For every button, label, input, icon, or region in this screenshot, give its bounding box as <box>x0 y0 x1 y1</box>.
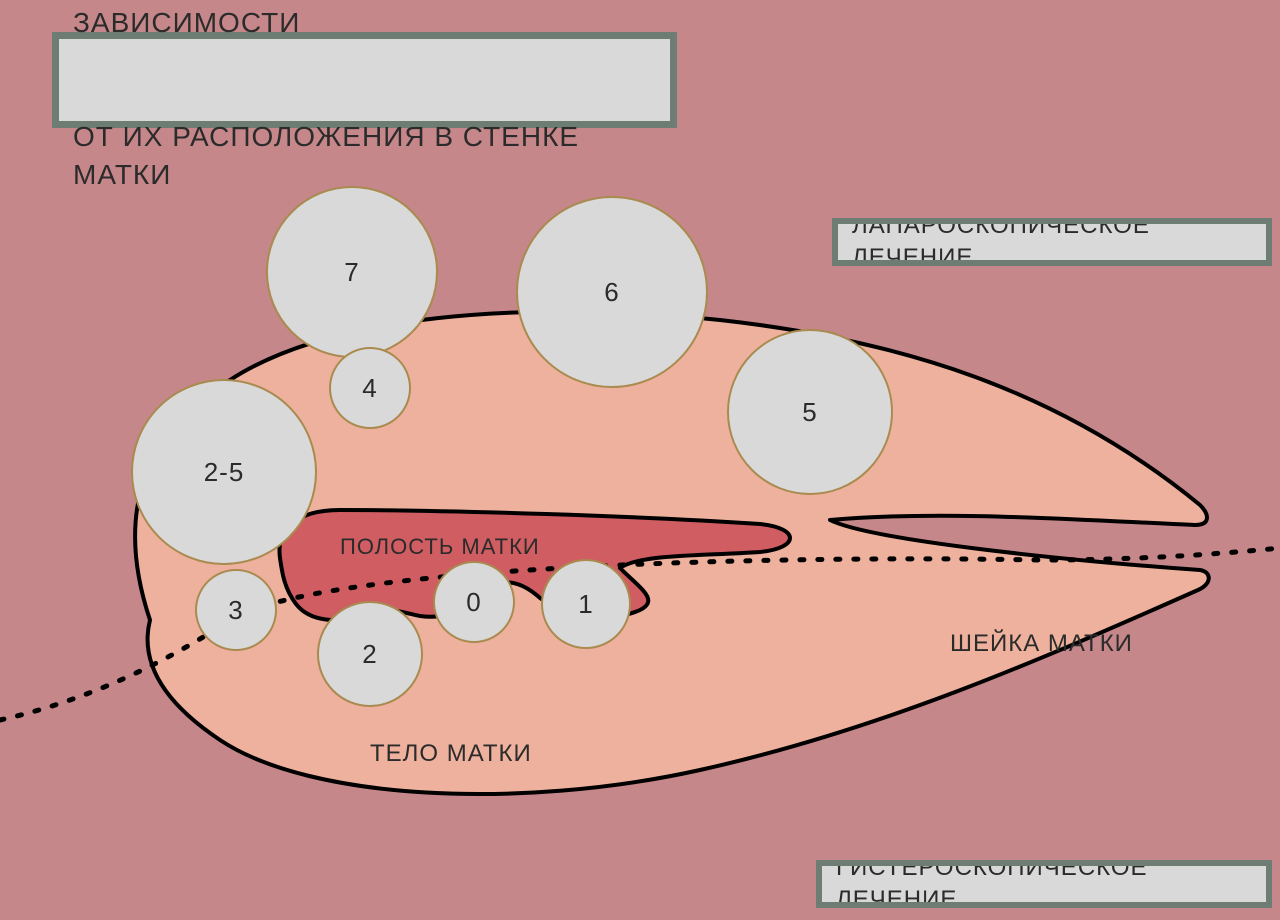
node-label-n4: 4 <box>362 373 377 403</box>
cervix-label: ШЕЙКА МАТКИ <box>950 630 1133 658</box>
node-label-n7: 7 <box>344 257 359 287</box>
title-line-2: ОТ ИХ РАСПОЛОЖЕНИЯ В СТЕНКЕ МАТКИ <box>73 118 656 194</box>
title-box: ЛЕЧЕНИЕ УЗЛОВ МИОМЫ В ЗАВИСИМОСТИ ОТ ИХ … <box>52 32 677 128</box>
node-label-n0: 0 <box>466 587 481 617</box>
node-label-n2: 2 <box>362 639 377 669</box>
body-label: ТЕЛО МАТКИ <box>370 740 532 768</box>
cavity-label: ПОЛОСТЬ МАТКИ <box>340 534 540 560</box>
node-label-n5: 5 <box>802 397 817 427</box>
label-laparoscopic-text: ЛАПАРОСКОПИЧЕСКОЕ ЛЕЧЕНИЕ <box>852 218 1252 266</box>
node-label-n3: 3 <box>228 595 243 625</box>
diagram-stage: 7 6 4 5 2-5 3 2 0 1 ЛЕЧЕНИЕ УЗЛОВ МИОМЫ В ЗАВИСИ… <box>0 0 1280 920</box>
label-box-laparoscopic: ЛАПАРОСКОПИЧЕСКОЕ ЛЕЧЕНИЕ <box>832 218 1272 266</box>
label-box-hysteroscopic: ГИСТЕРОСКОПИЧЕСКОЕ ЛЕЧЕНИЕ <box>816 860 1272 908</box>
label-hysteroscopic-text: ГИСТЕРОСКОПИЧЕСКОЕ ЛЕЧЕНИЕ <box>836 860 1252 908</box>
title-line-1: ЛЕЧЕНИЕ УЗЛОВ МИОМЫ В ЗАВИСИМОСТИ <box>73 0 656 42</box>
node-label-n2_5: 2-5 <box>204 457 245 487</box>
node-label-n1: 1 <box>578 589 593 619</box>
node-label-n6: 6 <box>604 277 619 307</box>
